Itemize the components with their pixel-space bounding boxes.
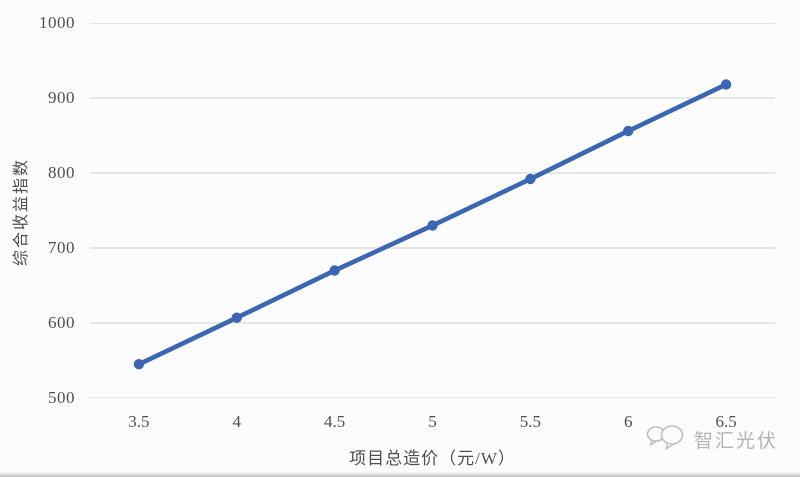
speech-bubbles-icon xyxy=(646,422,688,457)
y-tick-label: 1000 xyxy=(39,13,75,32)
x-tick-label: 5.5 xyxy=(519,412,541,431)
watermark: 智汇光伏 xyxy=(646,422,778,457)
series-plot xyxy=(90,23,775,398)
x-tick-label: 4 xyxy=(232,412,242,431)
data-point xyxy=(231,312,242,323)
data-point xyxy=(427,220,438,231)
x-axis-title: 项目总造价（元/W） xyxy=(349,449,516,468)
x-tick-label: 3.5 xyxy=(128,412,150,431)
data-point xyxy=(329,265,340,276)
x-tick-label: 6.5 xyxy=(715,412,737,431)
bottom-edge-shadow xyxy=(0,472,800,477)
y-tick-label: 600 xyxy=(48,313,75,332)
watermark-text: 智汇光伏 xyxy=(694,431,779,452)
y-tick-label: 700 xyxy=(48,238,75,257)
y-axis-tick-labels: 1000 900 800 700 600 500 xyxy=(0,13,89,407)
data-point xyxy=(720,79,732,90)
x-tick-label: 4.5 xyxy=(324,412,346,431)
data-point xyxy=(623,125,634,137)
y-tick-label: 500 xyxy=(48,388,75,407)
plot-area xyxy=(90,23,775,398)
data-point xyxy=(525,173,536,185)
data-point xyxy=(133,359,145,370)
x-axis-tick-labels: 3.5 4 4.5 5 5.5 6 6.5 xyxy=(90,412,775,432)
x-tick-label: 5 xyxy=(428,412,437,431)
y-tick-label: 800 xyxy=(48,163,75,182)
x-tick-label: 6 xyxy=(623,412,633,431)
y-tick-label: 900 xyxy=(48,88,75,107)
